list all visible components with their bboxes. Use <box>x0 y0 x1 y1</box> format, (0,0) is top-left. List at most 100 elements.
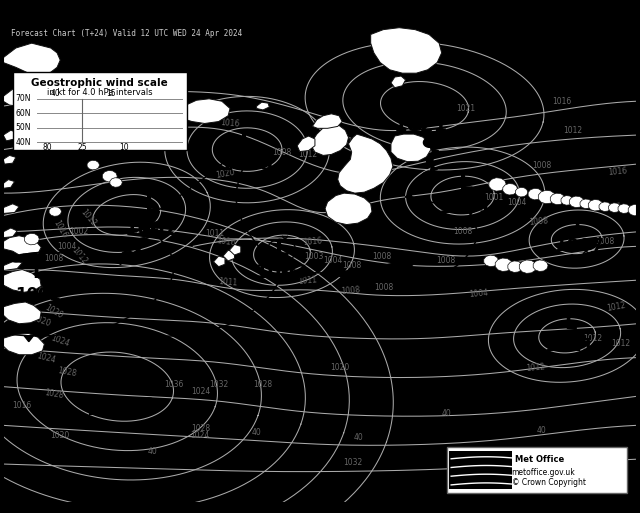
Text: Forecast Chart (T+24) Valid 12 UTC WED 24 Apr 2024: Forecast Chart (T+24) Valid 12 UTC WED 2… <box>11 29 242 37</box>
Polygon shape <box>3 130 17 141</box>
Polygon shape <box>121 251 133 260</box>
Polygon shape <box>533 260 548 271</box>
Text: 1024: 1024 <box>36 351 57 364</box>
Polygon shape <box>8 254 24 262</box>
Text: 1028: 1028 <box>56 366 77 378</box>
Polygon shape <box>550 193 565 205</box>
Text: 1020: 1020 <box>31 314 52 329</box>
Text: 1011: 1011 <box>298 275 317 286</box>
Text: 1036: 1036 <box>86 397 156 421</box>
Text: 1008: 1008 <box>372 251 392 261</box>
Text: 1021: 1021 <box>394 116 449 135</box>
Text: 1008: 1008 <box>340 286 360 296</box>
Polygon shape <box>538 190 556 204</box>
Polygon shape <box>431 166 437 171</box>
Polygon shape <box>20 253 37 260</box>
Polygon shape <box>338 134 393 193</box>
Text: 1024: 1024 <box>50 333 71 348</box>
Polygon shape <box>180 334 188 340</box>
Text: in kt for 4.0 hPa intervals: in kt for 4.0 hPa intervals <box>47 88 152 96</box>
Polygon shape <box>391 76 406 88</box>
Polygon shape <box>362 267 377 273</box>
Text: 1016: 1016 <box>602 202 621 213</box>
Polygon shape <box>245 152 253 160</box>
Polygon shape <box>49 207 61 216</box>
Text: 1016: 1016 <box>51 219 69 240</box>
Text: 1016: 1016 <box>339 136 358 147</box>
Polygon shape <box>3 302 41 324</box>
Text: 40: 40 <box>147 447 157 457</box>
Text: 1002: 1002 <box>125 220 179 239</box>
Polygon shape <box>151 229 157 234</box>
Text: 1016: 1016 <box>220 117 240 128</box>
Text: 1020: 1020 <box>51 430 70 440</box>
Polygon shape <box>426 155 433 165</box>
Polygon shape <box>422 172 430 181</box>
Text: metoffice.gov.uk: metoffice.gov.uk <box>512 468 575 477</box>
Polygon shape <box>484 255 499 267</box>
Polygon shape <box>411 121 421 130</box>
Text: 1012: 1012 <box>525 362 545 372</box>
Polygon shape <box>405 193 412 199</box>
Text: 1020: 1020 <box>44 303 65 320</box>
Polygon shape <box>588 200 604 211</box>
Text: 1008: 1008 <box>273 148 292 156</box>
Polygon shape <box>141 221 150 232</box>
Text: 40: 40 <box>51 89 61 98</box>
Text: H: H <box>109 368 132 396</box>
Text: © Crown Copyright: © Crown Copyright <box>512 479 586 487</box>
Text: 1002: 1002 <box>80 299 123 314</box>
Polygon shape <box>24 233 39 245</box>
Text: 1012: 1012 <box>298 150 317 159</box>
Text: 1020: 1020 <box>330 363 349 372</box>
Polygon shape <box>458 206 471 212</box>
Polygon shape <box>147 232 155 238</box>
Polygon shape <box>137 238 147 248</box>
Text: 1028: 1028 <box>191 424 210 433</box>
Polygon shape <box>400 260 415 267</box>
Text: L: L <box>564 314 577 333</box>
FancyBboxPatch shape <box>13 72 187 150</box>
Polygon shape <box>349 268 364 275</box>
Polygon shape <box>3 333 44 354</box>
Text: 1002: 1002 <box>15 286 61 304</box>
Polygon shape <box>3 204 19 213</box>
Text: 80: 80 <box>43 143 52 152</box>
Text: 1008: 1008 <box>220 154 274 173</box>
Text: 1012: 1012 <box>564 126 583 135</box>
Polygon shape <box>570 196 584 208</box>
Text: L: L <box>32 264 44 283</box>
Text: 1016: 1016 <box>23 279 44 296</box>
Polygon shape <box>87 160 99 170</box>
Text: L: L <box>240 130 254 150</box>
Text: 70N: 70N <box>15 94 31 103</box>
Text: 1011: 1011 <box>218 278 238 288</box>
Polygon shape <box>24 336 33 342</box>
Text: 1002: 1002 <box>70 227 89 236</box>
Text: 1016: 1016 <box>345 170 364 179</box>
Text: 50N: 50N <box>15 123 31 132</box>
Text: 1008: 1008 <box>453 227 472 236</box>
Text: Met Office: Met Office <box>515 456 564 464</box>
Text: 1016: 1016 <box>216 235 236 247</box>
Polygon shape <box>3 261 22 270</box>
Text: 1008: 1008 <box>532 161 551 170</box>
Text: 1012: 1012 <box>606 301 627 313</box>
Polygon shape <box>312 114 342 128</box>
Polygon shape <box>102 170 117 182</box>
Polygon shape <box>325 193 372 225</box>
Polygon shape <box>609 203 621 212</box>
Polygon shape <box>149 223 157 229</box>
Polygon shape <box>519 260 537 273</box>
Text: 1020: 1020 <box>214 168 236 180</box>
Polygon shape <box>495 258 513 271</box>
Text: 1032: 1032 <box>343 459 362 467</box>
Text: 1024: 1024 <box>191 387 211 396</box>
Polygon shape <box>134 248 142 254</box>
Polygon shape <box>297 136 315 151</box>
Text: 1012: 1012 <box>583 334 602 343</box>
Polygon shape <box>324 272 339 278</box>
Text: 40: 40 <box>442 409 452 418</box>
Polygon shape <box>467 209 474 214</box>
Polygon shape <box>618 204 630 213</box>
